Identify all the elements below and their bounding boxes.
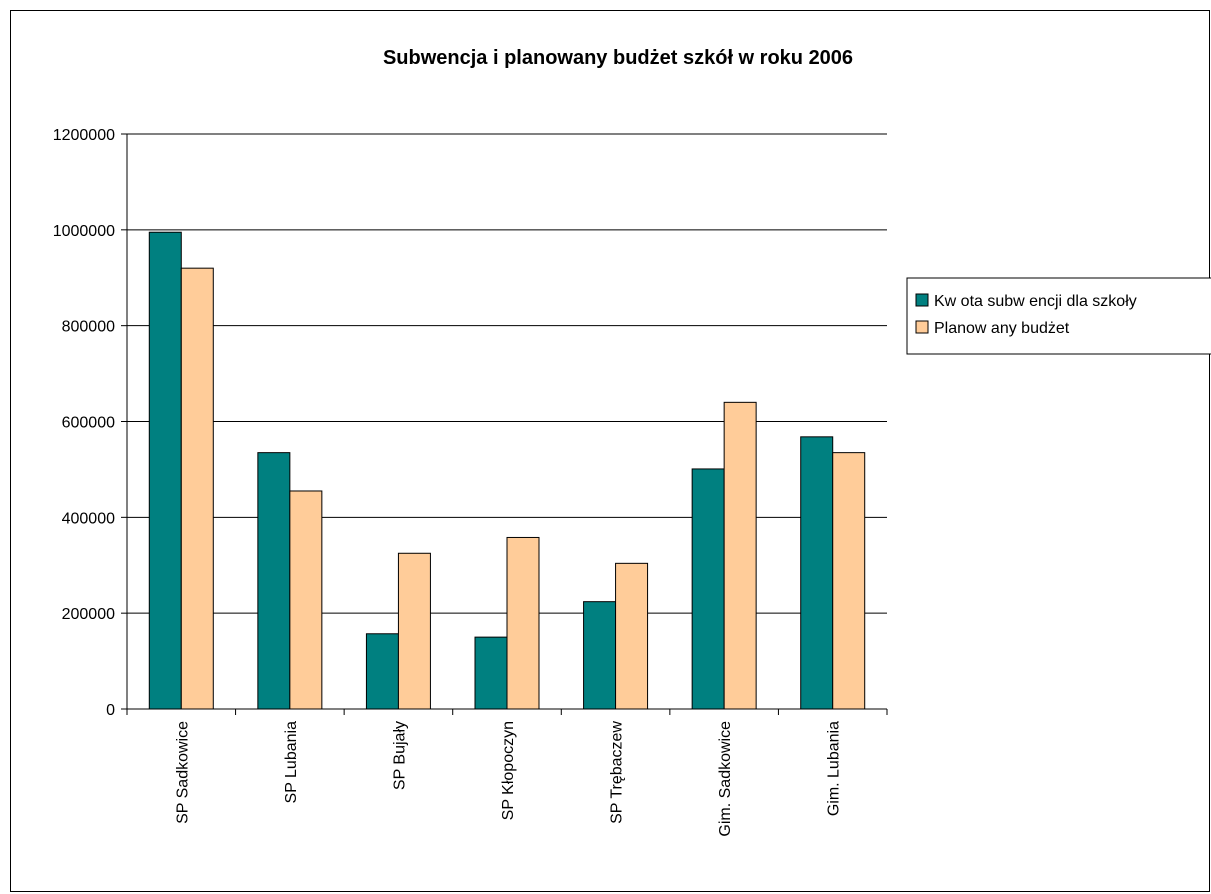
- x-category-label: Gim. Sadkowice: [717, 721, 734, 837]
- legend-label: Kw ota subw encji dla szkoły: [934, 293, 1137, 310]
- x-category-label: SP Sadkowice: [174, 721, 191, 824]
- bar-2-2: [289, 490, 323, 710]
- bar-2-7: [832, 452, 866, 710]
- legend-box: [906, 277, 1211, 355]
- y-tick-label: 1200000: [53, 127, 115, 144]
- bar-2-5: [615, 562, 649, 710]
- axes: 0 200000 400000 600000 800000 1000000 1200000 S…: [53, 127, 888, 837]
- bar-2-1: [180, 267, 214, 710]
- bar-chart: Subwencja i planowany budżet szkół w rok…: [53, 47, 1211, 837]
- y-tick-label: 0: [106, 702, 115, 719]
- bar-1-2: [257, 452, 291, 710]
- legend: Kw ota subw encji dla szkoły Planow any b…: [906, 277, 1211, 355]
- y-tick-label: 600000: [62, 415, 115, 432]
- y-tick-label: 200000: [62, 606, 115, 623]
- legend-swatch: [915, 293, 929, 307]
- y-tick-label: 800000: [62, 319, 115, 336]
- bar-1-7: [800, 436, 834, 710]
- bar-2-3: [397, 552, 431, 710]
- legend-swatch: [915, 320, 929, 334]
- bar-2-6: [723, 401, 757, 710]
- x-category-label: Gim. Lubania: [826, 721, 843, 816]
- x-category-label: SP Bujały: [391, 721, 408, 790]
- x-category-label: SP Trębaczew: [609, 721, 626, 824]
- x-category-label: SP Kłopoczyn: [500, 721, 517, 820]
- x-category-label: SP Lubania: [283, 721, 300, 804]
- bar-1-4: [474, 636, 508, 710]
- bar-1-6: [691, 468, 725, 710]
- y-tick-label: 400000: [62, 510, 115, 527]
- bar-1-3: [365, 633, 399, 710]
- bar-1-1: [148, 231, 182, 710]
- chart-title: Subwencja i planowany budżet szkół w rok…: [383, 47, 853, 69]
- bar-1-5: [583, 601, 617, 710]
- legend-label: Planow any budżet: [934, 320, 1070, 337]
- bar-2-4: [506, 536, 540, 710]
- y-tick-label: 1000000: [53, 223, 115, 240]
- bars: [148, 231, 866, 710]
- chart-frame: Subwencja i planowany budżet szkół w rok…: [10, 10, 1211, 892]
- gridlines: [127, 133, 887, 614]
